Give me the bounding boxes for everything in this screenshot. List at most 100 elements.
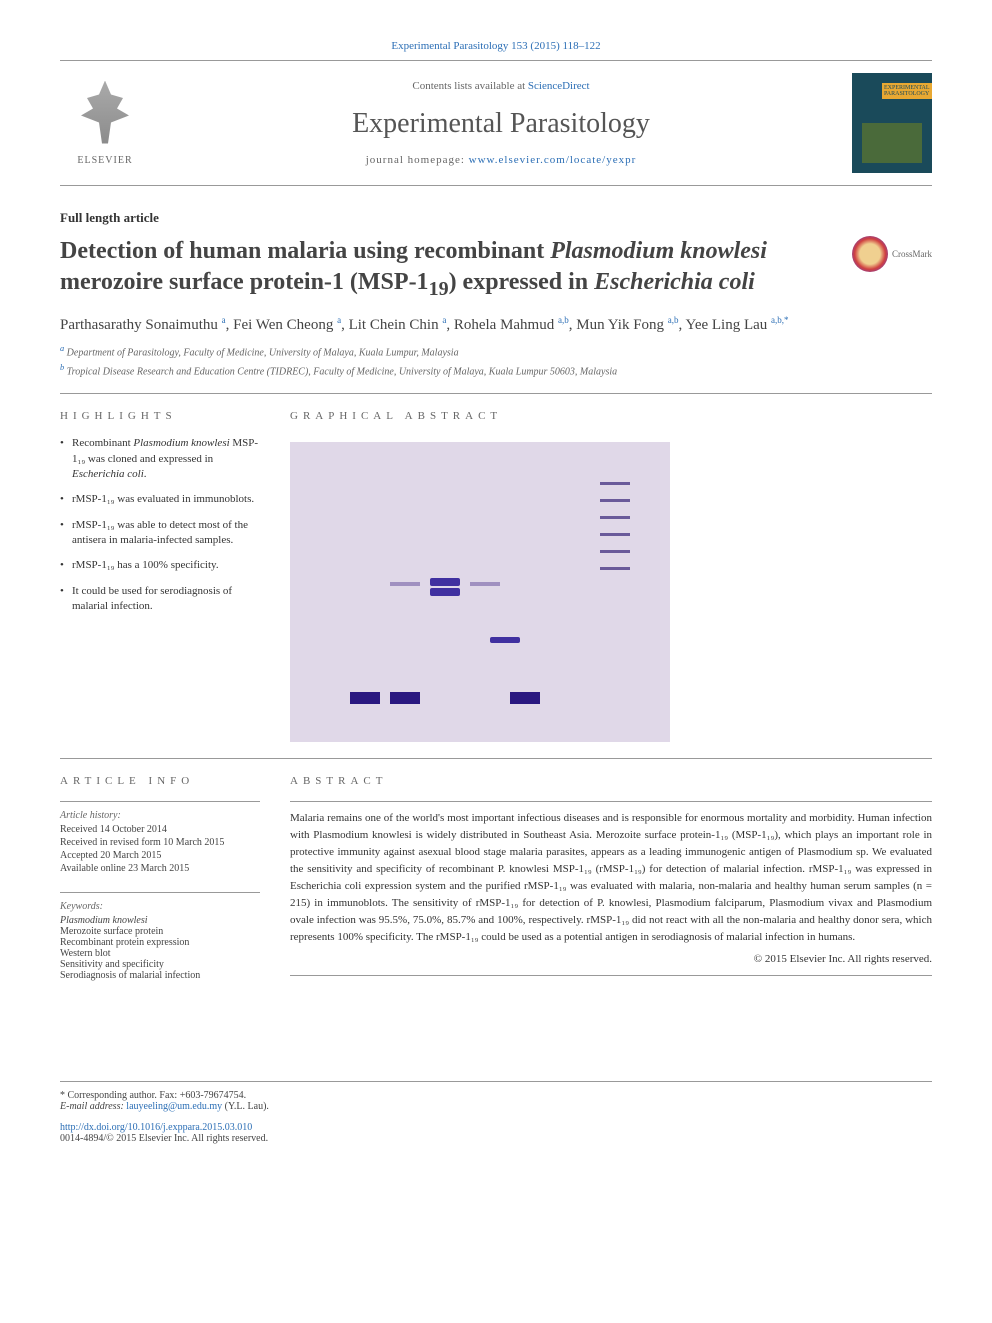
divider [60,393,932,394]
issn-line: 0014-4894/© 2015 Elsevier Inc. All right… [60,1133,932,1144]
highlight-item: rMSP-1₁₉ has a 100% specificity. [72,558,260,573]
gel-ladder [600,482,630,584]
citation-link[interactable]: Experimental Parasitology 153 (2015) 118… [391,40,600,52]
author-name: Fei Wen Cheong [233,317,333,333]
author-sup: a [442,315,446,325]
homepage-prefix: journal homepage: [366,154,469,166]
author-name: Mun Yik Fong [576,317,664,333]
abstract-text: Malaria remains one of the world's most … [290,810,932,946]
title-part: Detection of human malaria using recombi… [60,238,550,264]
title-part: merozoire surface protein-1 (MSP-1 [60,269,429,295]
author-name: Parthasarathy Sonaimuthu [60,317,218,333]
hl-italic: Plasmodium knowlesi [133,437,229,449]
affiliation-b: b Tropical Disease Research and Educatio… [60,363,932,377]
article-title: Detection of human malaria using recombi… [60,236,832,302]
authors-line: Parthasarathy Sonaimuthu a, Fei Wen Cheo… [60,314,932,337]
author-name: Rohela Mahmud [454,317,554,333]
highlights-heading: HIGHLIGHTS [60,410,260,422]
keyword: Merozoite surface protein [60,926,260,937]
elsevier-logo: ELSEVIER [60,73,150,173]
hl-text: rMSP-1₁₉ was able to detect most of the … [72,519,248,546]
header-center: Contents lists available at ScienceDirec… [150,80,852,166]
hl-text: Recombinant [72,437,133,449]
title-italic: Plasmodium knowlesi [550,238,767,264]
keywords-label: Keywords: [60,901,260,912]
hl-text: . [144,468,147,480]
crossmark-label: CrossMark [892,249,932,259]
journal-homepage: journal homepage: www.elsevier.com/locat… [150,154,852,166]
keyword: Sensitivity and specificity [60,959,260,970]
hl-text: rMSP-1₁₉ has a 100% specificity. [72,559,219,571]
gel-lane [510,692,540,704]
article-info-heading: ARTICLE INFO [60,775,260,787]
highlights-list: Recombinant Plasmodium knowlesi MSP-1₁₉ … [60,436,260,615]
article-type: Full length article [60,210,932,226]
doi-line: http://dx.doi.org/10.1016/j.exppara.2015… [60,1122,932,1133]
author-sup: a,b [668,315,679,325]
accepted-line: Accepted 20 March 2015 [60,850,260,861]
highlight-item: Recombinant Plasmodium knowlesi MSP-1₁₉ … [72,436,260,482]
author-sup: a [337,315,341,325]
doi-link[interactable]: http://dx.doi.org/10.1016/j.exppara.2015… [60,1122,252,1133]
history-label: Article history: [60,810,260,821]
keyword-text: Plasmodium knowlesi [60,915,148,926]
keyword: Western blot [60,948,260,959]
affiliation-text: Department of Parasitology, Faculty of M… [67,348,459,359]
title-part: ) expressed in [449,269,595,295]
contents-line: Contents lists available at ScienceDirec… [150,80,852,92]
keyword: Serodiagnosis of malarial infection [60,970,260,981]
revised-line: Received in revised form 10 March 2015 [60,837,260,848]
graphical-abstract-image [290,442,670,742]
graphical-abstract-heading: GRAPHICAL ABSTRACT [290,410,932,422]
affiliation-text: Tropical Disease Research and Education … [67,366,617,377]
hl-italic: Escherichia coli [72,468,144,480]
article-info-block: Article history: Received 14 October 201… [60,810,260,874]
email-suffix: (Y.L. Lau). [222,1101,269,1112]
sciencedirect-link[interactable]: ScienceDirect [528,80,590,92]
footer: * Corresponding author. Fax: +603-796747… [60,1081,932,1144]
email-label: E-mail address: [60,1101,126,1112]
journal-name: Experimental Parasitology [150,108,852,140]
hl-text: It could be used for serodiagnosis of ma… [72,585,232,612]
abstract-heading: ABSTRACT [290,775,932,787]
elsevier-text: ELSEVIER [77,155,132,166]
crossmark-icon [852,236,888,272]
author-sup: a,b,* [771,315,789,325]
keywords-block: Keywords: Plasmodium knowlesi Merozoite … [60,892,260,981]
header-box: ELSEVIER Contents lists available at Sci… [60,60,932,186]
received-line: Received 14 October 2014 [60,824,260,835]
email-line: E-mail address: lauyeeling@um.edu.my (Y.… [60,1101,932,1112]
corresponding-author: * Corresponding author. Fax: +603-796747… [60,1090,932,1101]
author-name: Yee Ling Lau [685,317,767,333]
keyword: Plasmodium knowlesi [60,915,260,926]
gel-lane [490,637,520,647]
contents-prefix: Contents lists available at [412,80,527,92]
title-italic: Escherichia coli [594,269,755,295]
gel-lane [430,578,460,600]
highlight-item: rMSP-1₁₉ was evaluated in immunoblots. [72,492,260,507]
email-link[interactable]: lauyeeling@um.edu.my [126,1101,222,1112]
author-sup: a,b [558,315,569,325]
journal-cover-thumb: EXPERIMENTAL PARASITOLOGY [852,73,932,173]
divider [60,758,932,759]
crossmark-badge[interactable]: CrossMark [852,236,932,272]
header-citation: Experimental Parasitology 153 (2015) 118… [60,40,932,52]
author-name: Lit Chein Chin [349,317,439,333]
highlight-item: It could be used for serodiagnosis of ma… [72,584,260,615]
author-sup: a [222,315,226,325]
hl-text: rMSP-1₁₉ was evaluated in immunoblots. [72,493,254,505]
gel-lane [470,582,500,586]
homepage-link[interactable]: www.elsevier.com/locate/yexpr [469,154,637,166]
affiliation-a: a Department of Parasitology, Faculty of… [60,344,932,358]
cover-title-stripe: EXPERIMENTAL PARASITOLOGY [882,83,932,99]
keyword: Recombinant protein expression [60,937,260,948]
gel-lane [390,582,420,586]
cover-image-area [862,123,922,163]
highlight-item: rMSP-1₁₉ was able to detect most of the … [72,518,260,549]
gel-lane [390,692,420,704]
copyright-line: © 2015 Elsevier Inc. All rights reserved… [290,953,932,965]
online-line: Available online 23 March 2015 [60,863,260,874]
title-sub: 19 [429,278,449,300]
elsevier-tree-icon [75,81,135,151]
gel-lane [350,692,380,704]
